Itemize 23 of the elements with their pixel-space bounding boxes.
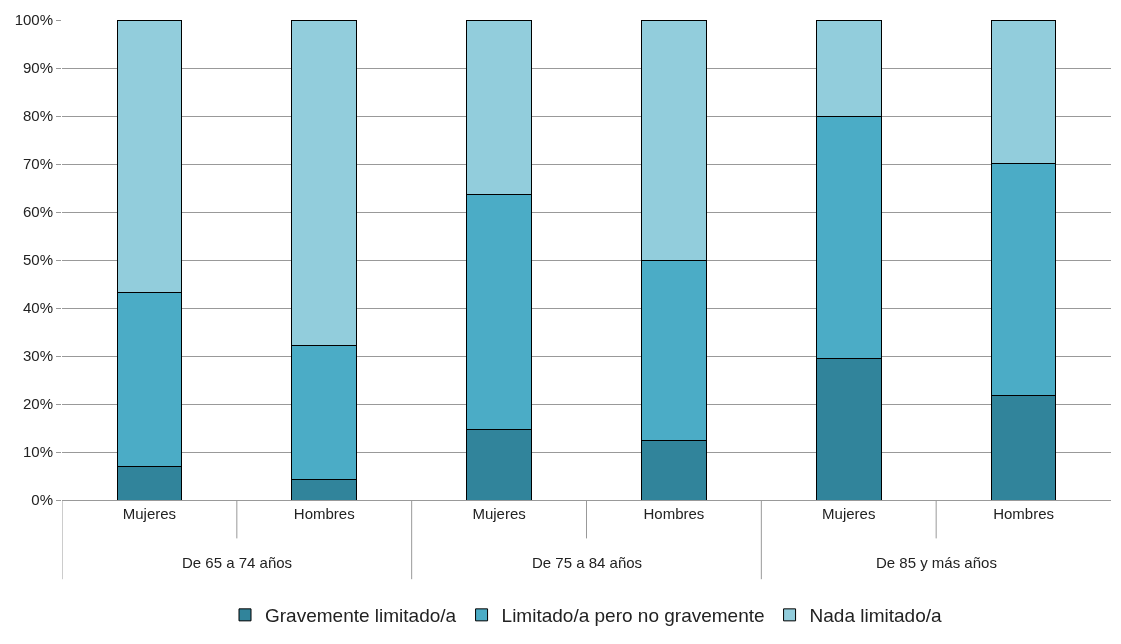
x-tick-label: Mujeres [122,505,177,522]
x-tick-label: Mujeres [472,505,526,522]
y-tick-label: 40% [22,299,53,317]
text: De 75 a 84 años [532,554,643,571]
text: De 85 y más años [876,554,997,571]
y-tick-label: 100% [14,11,53,29]
y-tick-label: 10% [22,443,53,461]
y-tick-label: 0% [31,491,53,509]
x-tick-label: Mujeres [822,505,876,522]
legend-label: Limitado/a pero no gravemente [501,605,765,627]
legend-label: Gravemente limitado/a [265,605,457,627]
y-tick-label: 50% [22,251,53,269]
x-tick-label: Hombres [993,505,1055,522]
x-tick-label: Hombres [293,505,355,522]
y-tick-label: 20% [22,395,53,413]
y-tick-label: 70% [22,155,53,173]
legend-label: Nada limitado/a [809,605,943,627]
y-tick-label: 60% [22,203,53,221]
y-tick-label: 80% [22,107,53,125]
y-tick-label: 30% [22,347,53,365]
text: De 65 a 74 años [182,554,293,571]
y-tick-label: 90% [22,59,53,77]
x-tick-label: Hombres [643,505,705,522]
